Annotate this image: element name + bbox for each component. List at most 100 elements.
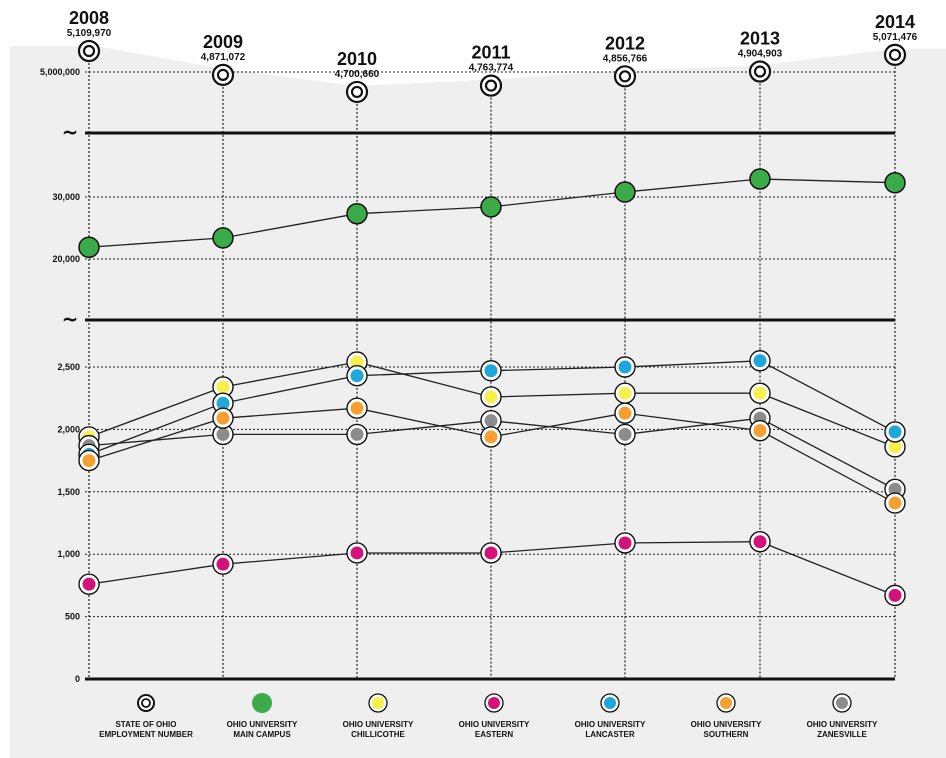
legend-marker-southern	[720, 697, 732, 709]
legend-label-main: MAIN CAMPUS	[233, 730, 291, 739]
legend-label-eastern: OHIO UNIVERSITY	[459, 720, 530, 729]
y-tick-label: 1,500	[57, 487, 80, 497]
legend-marker-chillicothe	[372, 697, 384, 709]
band-top-mask	[0, 0, 946, 86]
year-label: 2013	[740, 29, 780, 49]
point-main-campus	[614, 181, 636, 203]
y-tick-label: 500	[65, 612, 80, 622]
point-chillicothe	[753, 386, 767, 400]
state-employment-point	[883, 43, 907, 66]
y-tick-label: 1,000	[57, 549, 80, 559]
legend-marker-zanesville	[836, 697, 848, 709]
axis-break-symbol: ~	[62, 307, 79, 331]
state-employment-point	[345, 80, 369, 104]
legend-label-lancaster: OHIO UNIVERSITY	[575, 720, 646, 729]
y-tick-label: 5,000,000	[40, 67, 80, 77]
year-label: 2010	[337, 49, 377, 69]
legend-label-zanesville: OHIO UNIVERSITY	[807, 720, 878, 729]
point-zanesville	[216, 427, 230, 441]
state-employment-point-inner	[753, 65, 767, 78]
year-label: 2011	[471, 43, 510, 63]
legend-label-chillicothe: CHILLICOTHE	[351, 730, 405, 739]
point-main-campus	[884, 171, 906, 194]
point-main-campus	[346, 202, 368, 225]
point-lancaster	[753, 354, 767, 368]
y-tick-label: 2,000	[57, 424, 80, 434]
point-chillicothe	[350, 355, 364, 369]
legend-marker-state	[137, 694, 155, 712]
point-eastern	[82, 577, 96, 591]
legend-label-main: OHIO UNIVERSITY	[227, 720, 298, 729]
legend-label-lancaster: LANCASTER	[585, 730, 635, 739]
point-southern	[216, 411, 230, 425]
legend-label-southern: SOUTHERN	[704, 730, 749, 739]
point-southern	[888, 496, 902, 510]
point-eastern	[216, 557, 230, 571]
series-points	[78, 168, 906, 607]
point-lancaster	[888, 425, 902, 439]
point-main-campus	[78, 236, 100, 258]
point-main-campus	[749, 168, 771, 190]
legend-marker-eastern	[488, 697, 500, 709]
year-label: 2008	[69, 8, 109, 28]
y-tick-label: 30,000	[52, 192, 80, 202]
state-employment-value: 4,871,072	[201, 52, 246, 63]
point-southern	[753, 424, 767, 438]
axis-break-symbol: ~	[62, 120, 79, 144]
legend-label-chillicothe: OHIO UNIVERSITY	[343, 720, 414, 729]
point-eastern	[350, 546, 364, 560]
state-employment-value: 5,071,476	[873, 32, 918, 43]
state-employment-value: 4,856,766	[603, 53, 648, 64]
point-lancaster	[484, 364, 498, 378]
point-eastern	[888, 588, 902, 602]
state-employment-point	[211, 63, 235, 86]
state-employment-point	[479, 74, 503, 97]
y-tick-label: 2,500	[57, 362, 80, 372]
point-eastern	[618, 536, 632, 550]
point-main-campus	[480, 196, 502, 218]
point-chillicothe	[484, 390, 498, 404]
state-employment-point	[748, 60, 772, 83]
point-southern	[82, 454, 96, 468]
y-tick-label: 0	[75, 674, 80, 684]
point-southern	[350, 401, 364, 415]
state-employment-value: 4,904,903	[738, 49, 783, 60]
point-zanesville	[484, 414, 498, 428]
y-axis-labels: 5,000,000 30,000 20,000 2,500 2,000 1,500 1,00…	[40, 67, 80, 684]
legend-marker-main	[252, 693, 272, 713]
legend-label-zanesville: ZANESVILLE	[817, 730, 867, 739]
state-employment-point-inner	[618, 70, 632, 83]
legend-label-southern: OHIO UNIVERSITY	[691, 720, 762, 729]
state-employment-point-inner	[82, 44, 96, 58]
point-eastern	[753, 535, 767, 549]
point-chillicothe	[888, 440, 902, 454]
point-zanesville	[888, 482, 902, 496]
legend-label-state: STATE OF OHIO	[115, 720, 176, 729]
state-employment-point-inner	[350, 85, 364, 99]
state-employment-point-inner	[888, 48, 902, 61]
point-chillicothe	[618, 386, 632, 400]
point-lancaster	[350, 369, 364, 383]
legend-marker-lancaster	[604, 697, 616, 709]
y-tick-label: 20,000	[52, 254, 80, 264]
point-main-campus	[212, 227, 234, 249]
legend-label-state: EMPLOYMENT NUMBER	[99, 730, 193, 739]
point-southern	[618, 406, 632, 420]
point-lancaster	[618, 360, 632, 374]
legend-marker-state-inner	[141, 698, 151, 708]
year-label: 2009	[203, 32, 243, 52]
state-employment-point	[613, 65, 637, 88]
point-lancaster	[216, 396, 230, 410]
state-employment-value: 4,700,660	[335, 69, 380, 80]
point-southern	[484, 430, 498, 444]
point-chillicothe	[216, 380, 230, 394]
point-eastern	[484, 546, 498, 560]
point-zanesville	[350, 427, 364, 441]
year-label: 2014	[875, 12, 915, 32]
state-employment-point-inner	[484, 79, 498, 92]
state-employment-point-inner	[216, 68, 230, 81]
